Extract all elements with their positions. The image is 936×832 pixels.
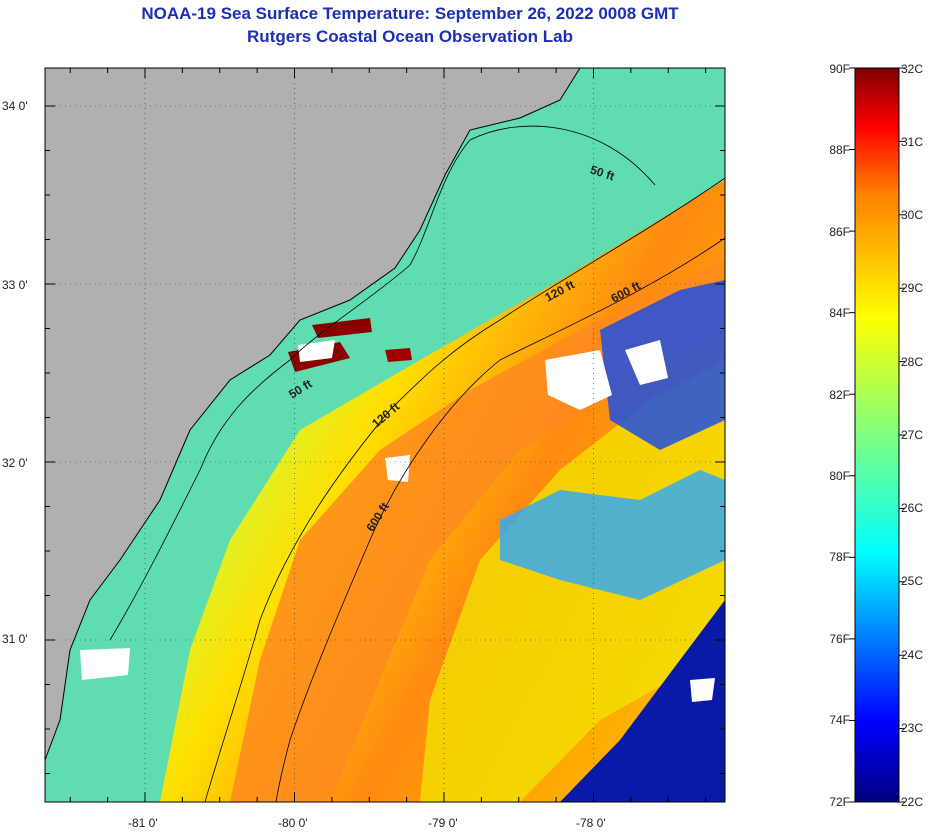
colorbar-f-label: 74F [829,713,850,727]
map-subtitle: Rutgers Coastal Ocean Observation Lab [247,27,573,46]
hot-spot [298,340,335,362]
colorbar-c-label: 32C [901,62,924,76]
colorbar-f-label: 82F [829,388,850,402]
lon-label: -81 0' [128,816,158,830]
colorbar [854,67,900,803]
colorbar-c-label: 27C [901,428,924,442]
lat-label: 34 0' [2,99,28,113]
lat-label: 31 0' [2,632,28,646]
colorbar-c-label: 22C [901,795,924,809]
colorbar-f-label: 76F [829,632,850,646]
hot-spot [385,348,412,362]
land-mass [45,68,580,760]
colorbar-c-label: 24C [901,648,924,662]
cloud-patch [545,350,612,410]
colorbar-c-label: 23C [901,721,924,735]
cloud-patch [625,340,668,385]
coastline [45,68,581,761]
colorbar-c-label: 25C [901,574,924,588]
map-frame [44,67,726,803]
graticule [45,68,725,802]
colorbar-c-label: 28C [901,355,924,369]
isobath-600ft [275,237,725,802]
isobath-50ft [109,125,656,641]
colorbar-f-label: 86F [829,225,850,239]
colorbar-f-label: 90F [829,62,850,76]
colorbar-c-label: 30C [901,208,924,222]
colorbar-c-label: 26C [901,501,924,515]
lon-label: -79 0' [428,816,458,830]
lat-label: 33 0' [2,278,28,292]
colorbar-c-label: 29C [901,281,924,295]
hot-spot [312,318,372,338]
colorbar-f-label: 88F [829,143,850,157]
lat-label: 32 0' [2,456,28,470]
colorbar-f-label: 78F [829,550,850,564]
map-title: NOAA-19 Sea Surface Temperature: Septemb… [141,4,679,23]
colorbar-f-label: 84F [829,306,850,320]
lon-label: -80 0' [278,816,308,830]
lon-label: -78 0' [576,816,606,830]
cloud-patch [385,455,410,482]
isobath-120ft [204,177,725,802]
cloud-patch [690,678,715,702]
colorbar-c-label: 31C [901,135,924,149]
cool-offshore-water [560,600,725,802]
colorbar-f-label: 72F [829,795,850,809]
cloud-patch [80,648,130,680]
cool-eddy-2 [500,470,725,600]
colorbar-f-label: 80F [829,469,850,483]
